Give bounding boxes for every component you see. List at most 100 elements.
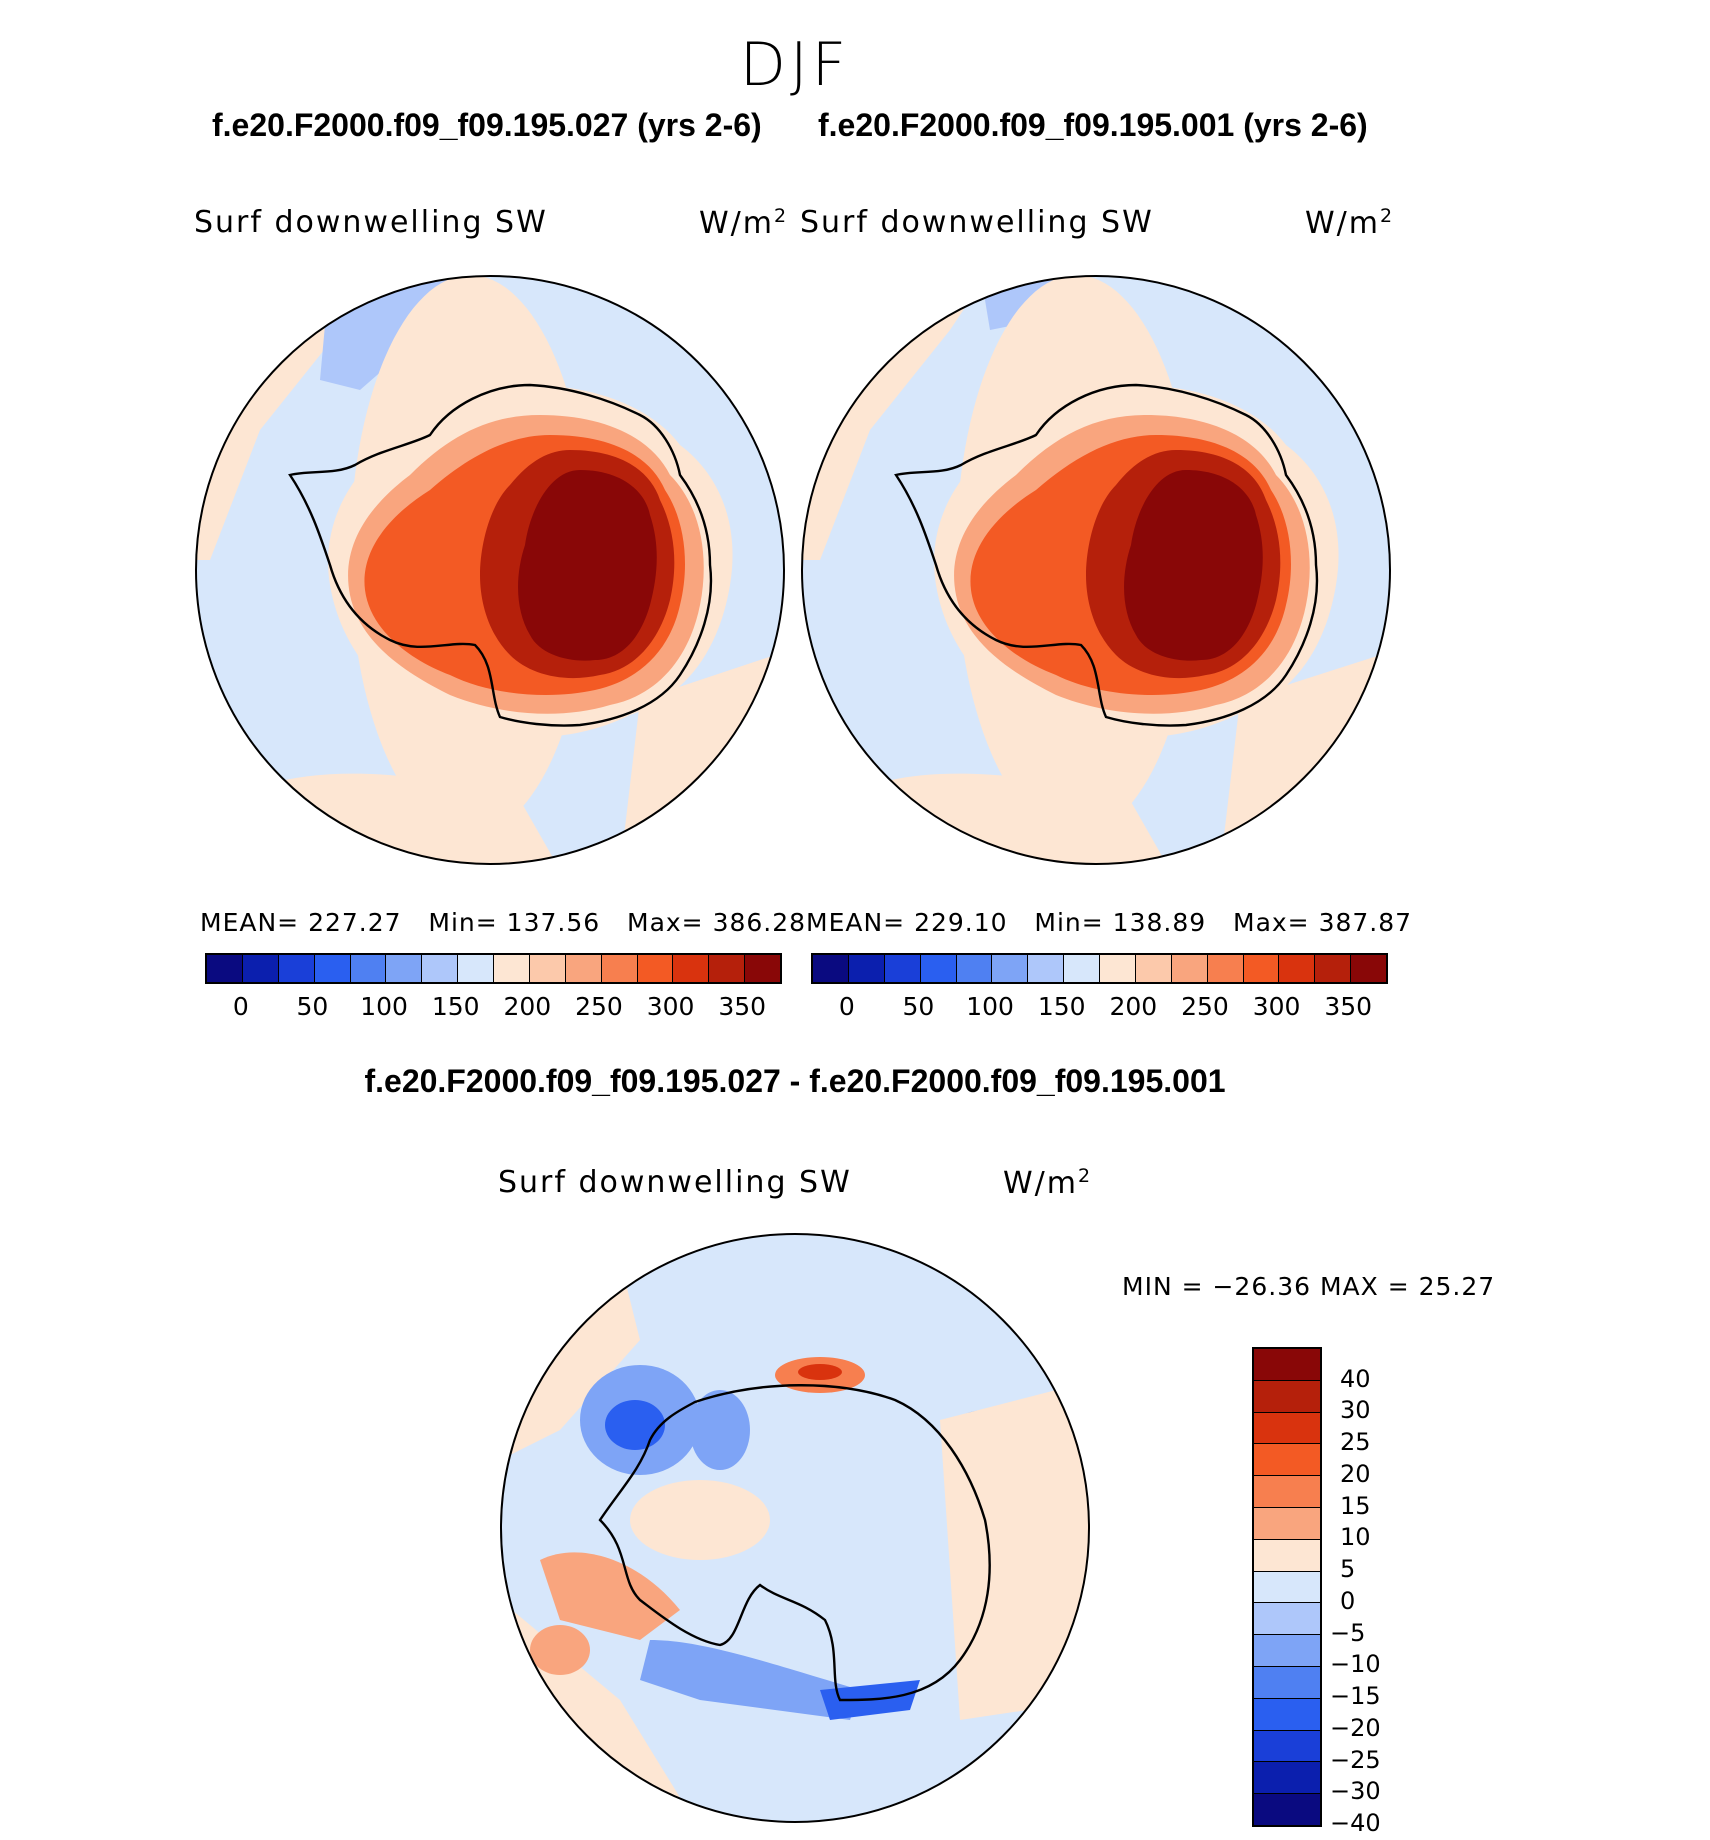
- case-title-left: f.e20.F2000.f09_f09.195.027 (yrs 2-6): [212, 107, 762, 143]
- colorbar-swatch: [884, 955, 921, 982]
- colorbar-tick-label: 5: [1340, 1555, 1356, 1584]
- colorbar-diff: [1252, 1347, 1322, 1827]
- colorbar-tick-label: 150: [1037, 992, 1086, 1021]
- colorbar-swatch: [1315, 955, 1352, 982]
- colorbar-swatch: [529, 955, 566, 982]
- unit-label-diff: W/m2: [1003, 1165, 1093, 1201]
- colorbar-swatch: [1254, 1349, 1320, 1381]
- season-title: DJF: [739, 30, 851, 100]
- colorbar-left-ticks: 0 50 100 150 200 250 300 350: [205, 990, 778, 1024]
- colorbar-tick-label: −40: [1330, 1809, 1381, 1837]
- colorbar-swatch: [956, 955, 993, 982]
- diff-minmax: MIN = −26.36 MAX = 25.27: [1122, 1272, 1496, 1301]
- colorbar-tick-label: 200: [503, 992, 552, 1021]
- colorbar-swatch: [314, 955, 351, 982]
- colorbar-swatch: [920, 955, 957, 982]
- colorbar-right-ticks: 0 50 100 150 200 250 300 350: [811, 990, 1384, 1024]
- colorbar-swatch: [1254, 1380, 1320, 1413]
- colorbar-swatch: [1254, 1507, 1320, 1540]
- colorbar-swatch: [673, 955, 710, 982]
- colorbar-tick-label: 100: [360, 992, 408, 1021]
- colorbar-swatch: [745, 955, 780, 982]
- colorbar-swatch: [1064, 955, 1100, 982]
- colorbar-swatch: [709, 955, 746, 982]
- colorbar-swatch: [350, 955, 387, 982]
- colorbar-tick-label: 0: [232, 992, 249, 1021]
- variable-label-diff: Surf downwelling SW: [498, 1165, 852, 1200]
- colorbar-swatch: [1207, 955, 1244, 982]
- colorbar-tick-label: −25: [1330, 1745, 1381, 1774]
- colorbar-tick-label: 350: [1324, 992, 1373, 1021]
- colorbar-swatch: [1254, 1571, 1320, 1604]
- colorbar-swatch: [1171, 955, 1208, 982]
- colorbar-swatch: [1254, 1666, 1320, 1699]
- map-diff-border: [500, 1233, 1090, 1823]
- colorbar-swatch: [813, 955, 849, 982]
- colorbar-swatch: [1243, 955, 1280, 982]
- colorbar-swatch: [1254, 1698, 1320, 1731]
- colorbar-swatch: [601, 955, 638, 982]
- colorbar-swatch: [1254, 1476, 1320, 1508]
- colorbar-swatch: [637, 955, 674, 982]
- colorbar-tick-label: 300: [1252, 992, 1301, 1021]
- colorbar-swatch: [207, 955, 243, 982]
- colorbar-swatch: [1279, 955, 1316, 982]
- colorbar-tick-label: −20: [1330, 1713, 1381, 1742]
- colorbar-tick-label: 15: [1340, 1491, 1371, 1520]
- colorbar-tick-label: 350: [718, 992, 767, 1021]
- map-left: [196, 276, 784, 864]
- colorbar-swatch: [848, 955, 885, 982]
- colorbar-tick-label: 150: [431, 992, 480, 1021]
- colorbar-swatch: [1254, 1603, 1320, 1636]
- colorbar-swatch: [242, 955, 279, 982]
- colorbar-swatch: [1254, 1539, 1320, 1572]
- colorbar-swatch: [1254, 1444, 1320, 1477]
- map-left-border: [195, 275, 785, 865]
- colorbar-swatch: [1254, 1412, 1320, 1445]
- colorbar-tick-label: 30: [1340, 1396, 1371, 1425]
- map-diff: [501, 1234, 1089, 1822]
- colorbar-swatch: [1351, 955, 1386, 982]
- colorbar-tick-label: 250: [1181, 992, 1229, 1021]
- colorbar-tick-label: 0: [1340, 1586, 1356, 1615]
- colorbar-swatch: [458, 955, 494, 982]
- colorbar-tick-label: 0: [838, 992, 855, 1021]
- variable-label-left: Surf downwelling SW: [194, 205, 548, 240]
- colorbar-swatch: [1254, 1794, 1320, 1825]
- colorbar-tick-label: 250: [575, 992, 623, 1021]
- map-right: [802, 276, 1390, 864]
- colorbar-tick-label: 50: [296, 992, 329, 1021]
- colorbar-tick-label: 300: [646, 992, 695, 1021]
- colorbar-swatch: [1135, 955, 1172, 982]
- colorbar-swatch: [494, 955, 530, 982]
- map-right-border: [801, 275, 1391, 865]
- colorbar-swatch: [1100, 955, 1136, 982]
- colorbar-tick-label: −15: [1330, 1682, 1381, 1711]
- colorbar-swatch: [1028, 955, 1065, 982]
- colorbar-tick-label: 40: [1340, 1364, 1371, 1393]
- colorbar-swatch: [1254, 1635, 1320, 1667]
- colorbar-tick-label: 200: [1109, 992, 1158, 1021]
- colorbar-tick-label: 25: [1340, 1428, 1371, 1457]
- colorbar-tick-label: −30: [1330, 1777, 1381, 1806]
- unit-label-left: W/m2: [699, 205, 789, 241]
- colorbar-swatch: [565, 955, 602, 982]
- colorbar-left: [205, 953, 782, 984]
- colorbar-tick-label: −5: [1330, 1618, 1366, 1647]
- colorbar-swatch: [422, 955, 459, 982]
- case-title-right: f.e20.F2000.f09_f09.195.001 (yrs 2-6): [818, 107, 1368, 143]
- colorbar-swatch: [1254, 1730, 1320, 1763]
- stats-left: MEAN= 227.27 Min= 137.56 Max= 386.28: [200, 908, 807, 937]
- colorbar-tick-label: 50: [902, 992, 935, 1021]
- colorbar-right: [811, 953, 1388, 984]
- colorbar-swatch: [278, 955, 315, 982]
- variable-label-right: Surf downwelling SW: [800, 205, 1154, 240]
- stats-right: MEAN= 229.10 Min= 138.89 Max= 387.87: [806, 908, 1413, 937]
- unit-label-right: W/m2: [1305, 205, 1395, 241]
- colorbar-tick-label: 20: [1340, 1459, 1371, 1488]
- colorbar-tick-label: 10: [1340, 1523, 1371, 1552]
- colorbar-diff-ticks: 40 30 25 20 15 10 5 0 −5 −10 −15 −20 −25 −30 −40: [1330, 1347, 1450, 1837]
- colorbar-swatch: [386, 955, 423, 982]
- colorbar-tick-label: 100: [966, 992, 1014, 1021]
